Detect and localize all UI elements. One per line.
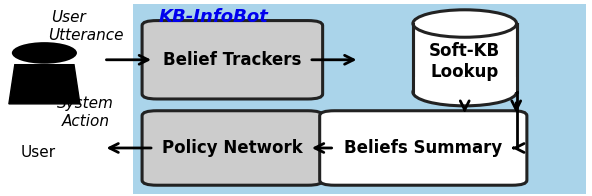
Text: KB-InfoBot: KB-InfoBot [159,8,269,26]
Ellipse shape [413,10,516,37]
Circle shape [12,42,77,64]
Text: Beliefs Summary: Beliefs Summary [344,139,503,157]
Bar [413,24,516,92]
FancyBboxPatch shape [133,4,586,194]
Ellipse shape [413,78,516,106]
Text: System: System [57,96,114,111]
FancyBboxPatch shape [320,111,527,185]
Text: Utterance: Utterance [48,28,124,43]
Text: Policy Network: Policy Network [162,139,303,157]
Polygon shape [9,65,80,104]
FancyBboxPatch shape [142,111,323,185]
Text: User: User [21,145,56,160]
Bar [412,77,518,92]
Text: Soft-KB
Lookup: Soft-KB Lookup [429,42,500,81]
FancyBboxPatch shape [142,21,323,99]
Text: User: User [51,10,85,25]
Text: Belief Trackers: Belief Trackers [163,51,301,69]
Text: Action: Action [62,114,110,129]
